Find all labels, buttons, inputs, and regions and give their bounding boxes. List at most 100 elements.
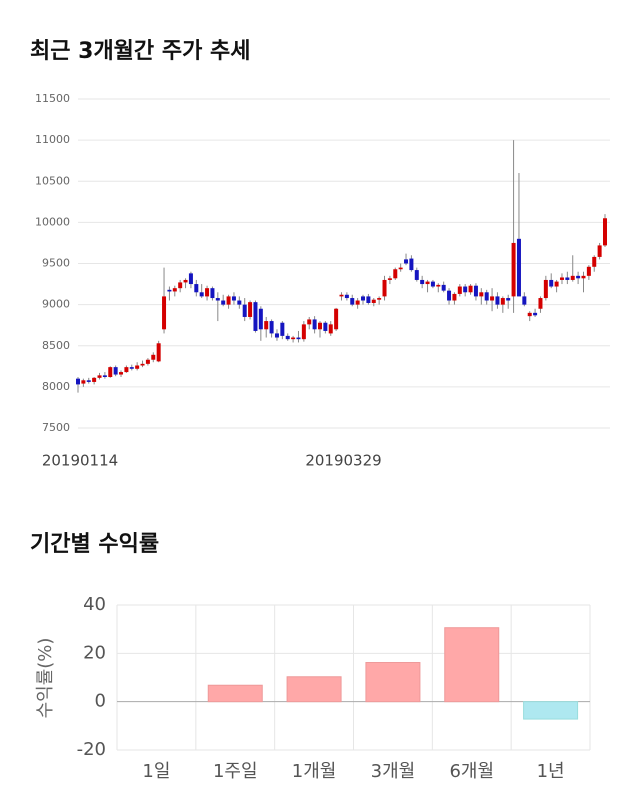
candle-body <box>167 289 172 292</box>
candle-body <box>565 277 570 280</box>
candle-body <box>603 218 607 246</box>
candle-body <box>162 296 167 330</box>
candle-body <box>543 279 548 299</box>
candle-body <box>113 367 118 375</box>
candle-body <box>533 312 538 316</box>
candle-body <box>484 292 489 301</box>
candle-body <box>500 298 505 305</box>
candle-body <box>156 343 161 362</box>
candle-body <box>506 298 511 301</box>
candle-body <box>554 281 559 287</box>
candle-body <box>495 296 500 305</box>
x-tick-label: 1일 <box>142 761 170 782</box>
candle-body <box>76 378 80 385</box>
candle-body <box>264 321 269 330</box>
y-tick-label: 8500 <box>42 339 70 352</box>
candle-body <box>420 279 425 285</box>
candle-body <box>242 304 247 317</box>
candle-body <box>151 354 156 360</box>
candle-body <box>339 294 344 297</box>
candle-body <box>570 275 575 280</box>
candle-body <box>511 242 516 297</box>
candle-body <box>592 256 597 267</box>
x-tick-label: 20190114 <box>42 452 118 470</box>
x-tick-label: 1개월 <box>292 761 337 782</box>
candle-body <box>490 296 495 301</box>
candle-body <box>468 285 473 293</box>
candle-body <box>285 335 290 340</box>
candle-body <box>398 267 403 270</box>
candle-body <box>479 292 484 297</box>
candle-body <box>549 279 554 287</box>
bar <box>286 676 342 703</box>
candle-body <box>296 337 301 340</box>
candle-body <box>441 284 446 291</box>
candle-body <box>371 299 376 303</box>
candle-body <box>576 275 581 279</box>
candle-body <box>355 300 360 305</box>
x-tick-label: 20190329 <box>305 452 381 470</box>
candle-body <box>237 300 242 305</box>
y-tick-label: 8000 <box>42 380 70 393</box>
candle-body <box>215 298 220 301</box>
y-tick-label: 11500 <box>35 92 70 105</box>
candle-body <box>269 321 274 334</box>
candle-body <box>210 288 215 299</box>
candle-body <box>323 322 328 331</box>
bar <box>523 701 579 720</box>
candle-body <box>86 380 91 382</box>
candle-body <box>291 337 296 340</box>
candle-body <box>231 296 236 301</box>
candle-body <box>81 380 86 384</box>
y-tick-label: 9000 <box>42 298 70 311</box>
candle-body <box>457 286 462 294</box>
candle-body <box>135 365 140 369</box>
candle-body <box>102 375 107 378</box>
candle-body <box>129 367 134 369</box>
y-tick-label: 11000 <box>35 133 70 146</box>
candle-body <box>447 290 452 301</box>
candle-body <box>350 298 355 305</box>
candle-body <box>253 302 258 331</box>
chart-title: 최근 3개월간 주가 추세 <box>30 39 250 64</box>
candle-body <box>586 266 591 276</box>
x-tick-label: 1주일 <box>213 761 258 782</box>
candle-body <box>274 333 279 338</box>
candle-body <box>516 238 521 297</box>
candle-body <box>188 273 193 285</box>
candle-body <box>183 279 188 283</box>
candle-body <box>178 282 183 289</box>
candle-body <box>199 292 204 297</box>
candle-body <box>409 258 414 271</box>
chart-title: 기간별 수익률 <box>30 532 159 557</box>
candle-body <box>140 363 145 366</box>
candle-body <box>334 308 339 330</box>
candle-body <box>366 296 371 303</box>
candle-body <box>382 279 387 297</box>
y-tick-label: 10500 <box>35 174 70 187</box>
candle-body <box>258 308 263 330</box>
candle-body <box>205 288 210 297</box>
candle-body <box>463 286 468 293</box>
bar <box>444 627 500 703</box>
candle-body <box>280 322 285 336</box>
candle-body <box>172 288 177 292</box>
candle-body <box>317 322 322 330</box>
candle-body <box>119 372 124 375</box>
x-tick-label: 6개월 <box>449 761 494 782</box>
candle-body <box>221 300 226 305</box>
candle-body <box>344 294 349 299</box>
y-tick-label: 40 <box>83 594 106 615</box>
x-tick-label: 1년 <box>537 761 565 782</box>
candle-body <box>559 277 564 280</box>
candle-body <box>452 293 457 301</box>
bar <box>207 684 263 703</box>
y-axis-label: 수익률(%) <box>35 638 56 719</box>
candle-body <box>92 377 97 382</box>
candle-body <box>581 275 586 279</box>
bar <box>365 662 421 703</box>
candle-body <box>124 367 129 373</box>
candle-body <box>436 284 441 287</box>
candle-body <box>361 296 366 301</box>
